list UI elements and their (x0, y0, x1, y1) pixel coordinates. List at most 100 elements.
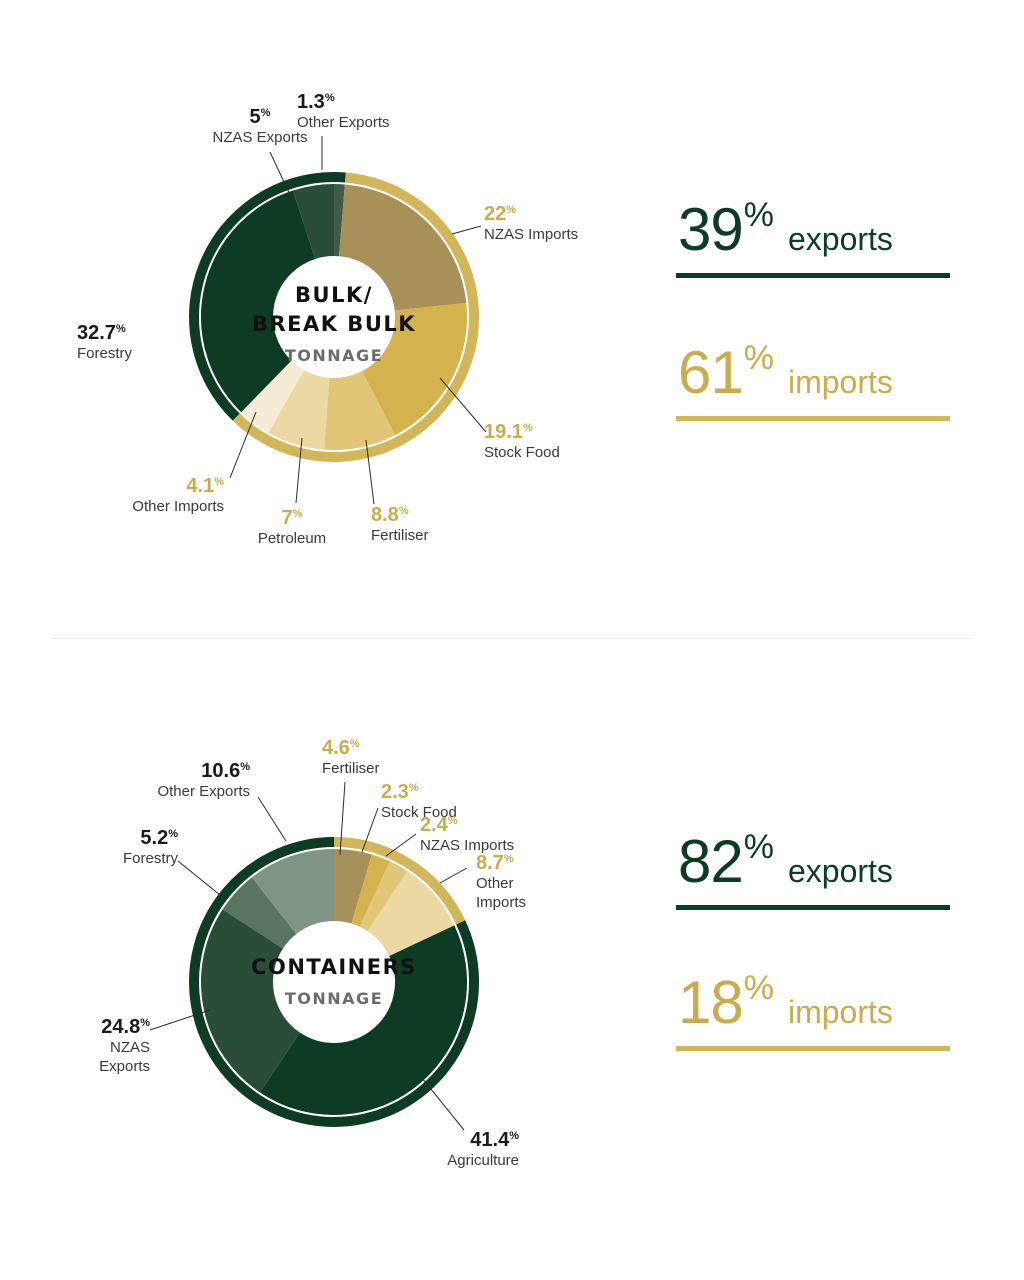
containers-label-caption: Stock Food (381, 804, 457, 821)
bulk-label-value: 22% (484, 203, 516, 225)
bulk-leader-line-fertiliser (365, 439, 375, 505)
bulk-label-value: 8.8% (371, 504, 409, 526)
containers-label-caption: Other Exports (157, 783, 250, 800)
containers-label-other-imports: 8.7%Other Imports (439, 852, 526, 911)
bulk-label-value: 7% (282, 507, 303, 529)
containers-label-caption: NZAS (110, 1039, 150, 1056)
containers-label-caption: NZAS Imports (420, 837, 514, 854)
bulk-label-caption: NZAS Exports (212, 129, 307, 146)
containers-imports-rule (676, 1046, 950, 1051)
bulk-leader-line-petroleum (295, 437, 303, 504)
bulk-label-caption: NZAS Imports (484, 226, 578, 243)
containers-imports-value: 18 (678, 969, 744, 1036)
bulk-subtitle: TONNAGE (285, 346, 383, 365)
bulk-exports-rule (676, 273, 950, 278)
containers-leader-line-nzas-imports (385, 833, 417, 857)
bulk-label-nzas-imports: 22%NZAS Imports (451, 203, 578, 243)
bulk-label-nzas-exports: 5%NZAS Exports (212, 106, 308, 198)
bulk-exports-outer-ring-2 (189, 172, 335, 421)
bulk-label-other-exports: 1.3%Other Exports (297, 91, 390, 170)
bulk-label-caption: Fertiliser (371, 527, 429, 544)
containers-slice-nzas-imports (359, 861, 408, 932)
containers-label-fertiliser: 4.6%Fertiliser (322, 737, 380, 856)
containers-imports-label: imports (787, 994, 893, 1030)
containers-exports-percent-sign: % (743, 828, 774, 866)
bulk-imports-value: 61 (678, 339, 744, 406)
containers-slice-other-exports (251, 849, 336, 935)
bulk-title-line-1: BULK/ (295, 283, 373, 307)
bulk-imports-outer-ring (232, 172, 479, 462)
bulk-exports-summary: 39% exports (676, 190, 950, 278)
bulk-slice-nzas-imports (337, 184, 467, 312)
containers-slice-fertiliser (332, 848, 372, 924)
containers-imports-summary: 18% imports (676, 963, 950, 1051)
bulk-slice-forestry (201, 190, 317, 413)
containers-label-value: 2.4% (420, 814, 458, 836)
containers-leader-line-forestry (177, 860, 221, 896)
bulk-label-caption: Petroleum (258, 530, 326, 547)
containers-label-other-exports: 10.6%Other Exports (157, 760, 287, 842)
bulk-leader-line-stock-food (439, 377, 487, 433)
containers-label-agriculture: 41.4%Agriculture (421, 1077, 519, 1169)
bulk-label-caption: Other Exports (297, 114, 390, 131)
containers-label-caption: Exports (99, 1058, 150, 1075)
bulk-label-value: 1.3% (297, 91, 335, 113)
bulk-label-value: 19.1% (484, 421, 533, 443)
containers-label-value: 5.2% (140, 827, 178, 849)
bulk-leader-line-other-imports (229, 411, 257, 479)
containers-slice-stock-food (350, 854, 390, 927)
bulk-title-line-2: BREAK BULK (252, 312, 416, 336)
bulk-exports-value: 39 (678, 196, 744, 263)
bulk-slice-stock-food (360, 302, 467, 436)
containers-leader-line-agriculture (421, 1077, 465, 1131)
bulk-label-other-imports: 4.1%Other Imports (132, 411, 257, 515)
containers-label-value: 8.7% (476, 852, 514, 874)
containers-slice-forestry (222, 877, 298, 950)
containers-exports-outer-ring (189, 837, 479, 1127)
bulk-label-forestry: 32.7%Forestry (77, 322, 133, 362)
bulk-imports-label: imports (787, 364, 893, 400)
containers-leader-line-nzas-exports (149, 1009, 211, 1031)
bulk-imports-percent-sign: % (743, 339, 774, 377)
containers-label-caption: Imports (476, 894, 526, 911)
bulk-label-fertiliser: 8.8%Fertiliser (365, 439, 429, 544)
bulk-leader-line-nzas-exports (269, 151, 292, 198)
containers-label-nzas-imports: 2.4%NZAS Imports (385, 814, 514, 857)
containers-label-nzas-exports: 24.8%NZAS Exports (99, 1009, 211, 1075)
containers-imports-percent-sign: % (743, 969, 774, 1007)
bulk-panel: BULK/BREAK BULK TONNAGE 5% NZAS Exports 1.3%… (77, 91, 950, 547)
section-divider (50, 638, 972, 639)
bulk-slice-fertiliser (323, 370, 396, 450)
containers-label-value: 41.4% (470, 1129, 519, 1151)
containers-label-value: 10.6% (201, 760, 250, 782)
containers-label-value: 4.6% (322, 737, 360, 759)
containers-imports-outer-ring (333, 837, 466, 925)
bulk-imports-rule (676, 416, 950, 421)
bulk-label-caption: Forestry (77, 345, 133, 362)
bulk-label-value: 32.7% (77, 322, 126, 344)
bulk-leader-line-nzas-imports (451, 225, 482, 235)
bulk-label-petroleum: 7%Petroleum (258, 437, 326, 547)
bulk-label-value: 4.1% (186, 475, 224, 497)
containers-label-caption: Forestry (123, 850, 179, 867)
containers-label-stock-food: 2.3%Stock Food (361, 781, 457, 853)
bulk-label-value: 5% (250, 106, 271, 128)
bulk-slice-petroleum (268, 369, 331, 450)
containers-leader-line-fertiliser (339, 781, 346, 856)
containers-leader-line-other-exports (257, 796, 287, 842)
bulk-slice-other-imports (241, 359, 305, 433)
containers-exports-summary: 82% exports (676, 822, 950, 910)
bulk-exports-percent-sign: % (743, 196, 774, 234)
containers-slice-nzas-exports (201, 909, 302, 1093)
containers-leader-line-other-imports (439, 867, 468, 884)
bulk-label-caption: Other Imports (132, 498, 224, 515)
containers-label-caption: Agriculture (447, 1152, 519, 1169)
containers-panel: CONTAINERS TONNAGE 10.6% Other Exports 4.6% F… (0, 640, 1024, 1280)
bulk-slice-nzas-exports (292, 184, 336, 260)
containers-exports-rule (676, 905, 950, 910)
containers-title-line-1: CONTAINERS (251, 955, 417, 979)
containers-label-caption: Other (476, 875, 514, 892)
containers-slice-other-imports (366, 871, 455, 958)
